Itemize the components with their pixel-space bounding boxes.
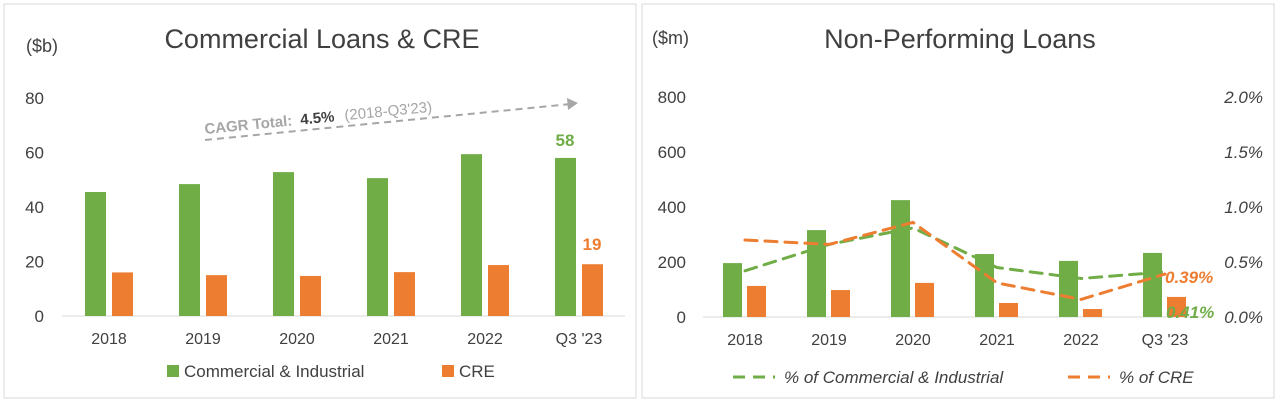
bar-ci <box>461 154 482 316</box>
bar-ci <box>367 178 388 316</box>
bar-npl-cre <box>831 290 850 317</box>
right-y-tick: 600 <box>658 143 686 162</box>
bar-cre <box>206 275 227 316</box>
left-panel-border <box>3 3 637 399</box>
line-pct-ci <box>743 226 1167 281</box>
right-title: Non-Performing Loans <box>824 24 1096 54</box>
right-x-tick: 2018 <box>727 332 763 349</box>
right-x-tick: 2020 <box>895 332 931 349</box>
label-ci-q3: 58 <box>556 131 575 150</box>
legend-swatch-cre <box>442 365 454 377</box>
label-cre-pct-q3: 0.39% <box>1165 268 1213 287</box>
left-x-tick: Q3 '23 <box>556 331 603 348</box>
bar-npl-ci <box>1143 252 1162 317</box>
cagr-value: 4.5% <box>299 108 335 128</box>
right-x-tick: 2019 <box>811 332 847 349</box>
bar-cre <box>300 275 321 316</box>
bar-npl-ci <box>891 200 910 317</box>
legend-label-ci-pct: % of Commercial & Industrial <box>784 368 1004 387</box>
right-y2-tick: 0.5% <box>1224 253 1263 272</box>
right-y2-tick: 0.0% <box>1224 308 1263 327</box>
left-y-tick: 60 <box>25 144 44 163</box>
bar-npl-cre <box>915 282 934 317</box>
right-x-tick: 2022 <box>1063 332 1099 349</box>
right-x-tick: 2021 <box>979 332 1015 349</box>
right-y-tick: 200 <box>658 253 686 272</box>
bar-cre <box>394 272 415 316</box>
bar-npl-cre <box>999 302 1018 317</box>
left-y-tick: 40 <box>25 198 44 217</box>
left-x-tick: 2022 <box>467 331 503 348</box>
bar-npl-cre <box>747 285 766 317</box>
bar-ci <box>273 172 294 316</box>
label-ci-pct-q3: 0.41% <box>1166 303 1214 322</box>
bar-npl-cre <box>1083 309 1102 317</box>
left-x-tick: 2020 <box>279 331 315 348</box>
left-x-tick: 2018 <box>91 331 127 348</box>
bar-npl-ci <box>1059 260 1078 317</box>
left-y-unit: ($b) <box>26 36 58 56</box>
right-y2-tick: 2.0% <box>1223 88 1263 107</box>
bar-npl-ci <box>723 263 742 317</box>
left-y-tick: 80 <box>25 89 44 108</box>
right-y-tick: 800 <box>658 88 686 107</box>
bar-ci <box>179 184 200 316</box>
bar-ci <box>85 192 106 316</box>
cagr-arrow-head <box>567 98 578 110</box>
legend-swatch-ci <box>167 365 179 377</box>
bar-ci <box>555 157 576 316</box>
line-pct-cre <box>743 220 1167 301</box>
right-y-tick: 400 <box>658 198 686 217</box>
right-x-tick: Q3 '23 <box>1142 332 1189 349</box>
cagr-arrow-line <box>204 103 572 141</box>
bar-npl-cre <box>1167 296 1186 317</box>
bar-cre <box>488 265 509 316</box>
right-y-tick: 0 <box>677 308 686 327</box>
label-cre-q3: 19 <box>583 235 602 254</box>
left-title: Commercial Loans & CRE <box>164 24 479 54</box>
left-x-tick: 2019 <box>185 331 221 348</box>
bar-npl-ci <box>807 230 826 317</box>
right-y2-tick: 1.5% <box>1224 143 1263 162</box>
legend-label-cre: CRE <box>459 362 495 381</box>
legend-label-cre-pct: % of CRE <box>1119 368 1194 387</box>
left-y-tick: 0 <box>35 307 44 326</box>
bar-cre <box>582 264 603 316</box>
right-y2-tick: 1.0% <box>1224 198 1263 217</box>
bar-cre <box>112 272 133 316</box>
left-y-tick: 20 <box>25 253 44 272</box>
right-y-unit: ($m) <box>652 28 689 48</box>
left-x-tick: 2021 <box>373 331 409 348</box>
legend-label-ci: Commercial & Industrial <box>184 362 364 381</box>
right-panel-border <box>641 3 1275 399</box>
